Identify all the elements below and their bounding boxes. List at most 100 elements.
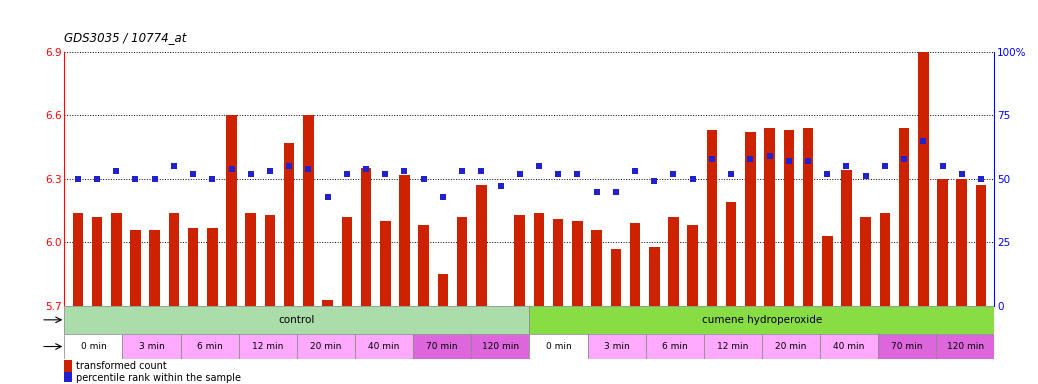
Bar xyxy=(841,170,852,306)
Bar xyxy=(73,213,83,306)
Bar xyxy=(91,217,103,306)
Bar xyxy=(122,334,181,359)
Text: 20 min: 20 min xyxy=(310,342,342,351)
Point xyxy=(742,156,759,162)
Text: control: control xyxy=(278,315,316,325)
Point xyxy=(684,176,701,182)
Text: 12 min: 12 min xyxy=(252,342,283,351)
Point xyxy=(857,173,874,179)
Text: 6 min: 6 min xyxy=(662,342,687,351)
Bar xyxy=(610,249,621,306)
Bar xyxy=(226,115,237,306)
Bar xyxy=(111,213,121,306)
Text: transformed count: transformed count xyxy=(76,361,166,371)
Bar xyxy=(323,300,333,306)
Point xyxy=(397,168,413,174)
Bar xyxy=(515,215,525,306)
Bar xyxy=(342,217,352,306)
Bar xyxy=(553,219,564,306)
Text: 0 min: 0 min xyxy=(546,342,571,351)
Bar xyxy=(239,334,297,359)
Point xyxy=(108,168,125,174)
Point xyxy=(415,176,432,182)
Bar xyxy=(130,230,141,306)
Bar xyxy=(534,213,544,306)
Bar xyxy=(820,334,878,359)
Point xyxy=(761,153,777,159)
Text: 3 min: 3 min xyxy=(139,342,164,351)
Bar xyxy=(861,217,871,306)
Bar xyxy=(687,225,698,306)
Bar xyxy=(822,236,832,306)
Point xyxy=(550,171,567,177)
Bar xyxy=(937,179,948,306)
Point xyxy=(646,178,662,184)
Point xyxy=(454,168,470,174)
Point xyxy=(338,171,355,177)
Bar xyxy=(245,213,256,306)
Bar xyxy=(878,334,936,359)
Bar xyxy=(936,334,994,359)
Bar xyxy=(956,179,967,306)
Bar xyxy=(400,175,410,306)
Bar xyxy=(284,143,295,306)
Point xyxy=(589,189,605,195)
Point xyxy=(512,171,528,177)
Text: 120 min: 120 min xyxy=(947,342,984,351)
Point xyxy=(377,171,393,177)
Text: 20 min: 20 min xyxy=(775,342,807,351)
Point xyxy=(607,189,624,195)
Bar xyxy=(529,306,994,334)
Point xyxy=(492,184,509,190)
Bar xyxy=(168,213,180,306)
Bar xyxy=(476,185,487,306)
Bar xyxy=(649,247,659,306)
Bar xyxy=(784,130,794,306)
Point xyxy=(127,176,143,182)
Bar xyxy=(207,228,218,306)
Bar xyxy=(438,274,448,306)
Point xyxy=(916,138,932,144)
Bar xyxy=(572,221,582,306)
Point xyxy=(876,163,893,169)
Text: 0 min: 0 min xyxy=(81,342,106,351)
Point xyxy=(70,176,86,182)
Bar xyxy=(630,223,640,306)
Bar xyxy=(588,334,646,359)
Point xyxy=(300,166,317,172)
Bar xyxy=(529,334,588,359)
Point xyxy=(665,171,682,177)
Bar xyxy=(764,128,774,306)
Bar xyxy=(297,334,355,359)
Point xyxy=(627,168,644,174)
Bar xyxy=(457,217,467,306)
Bar xyxy=(762,334,820,359)
Bar xyxy=(918,52,929,306)
Point xyxy=(435,194,452,200)
Text: 70 min: 70 min xyxy=(892,342,923,351)
Point xyxy=(819,171,836,177)
Bar xyxy=(181,334,239,359)
Bar xyxy=(726,202,736,306)
Bar xyxy=(355,334,413,359)
Point xyxy=(166,163,183,169)
Text: 3 min: 3 min xyxy=(604,342,629,351)
Bar xyxy=(64,306,529,334)
Bar xyxy=(361,168,372,306)
Point xyxy=(973,176,989,182)
Point xyxy=(262,168,278,174)
Point xyxy=(358,166,375,172)
Bar xyxy=(471,334,529,359)
Bar xyxy=(592,230,602,306)
Bar xyxy=(188,228,198,306)
Text: 120 min: 120 min xyxy=(482,342,519,351)
Bar xyxy=(668,217,679,306)
Bar xyxy=(707,130,717,306)
Point xyxy=(204,176,221,182)
Bar xyxy=(879,213,891,306)
Bar xyxy=(745,132,756,306)
Bar xyxy=(265,215,275,306)
Text: percentile rank within the sample: percentile rank within the sample xyxy=(76,372,241,382)
Text: 12 min: 12 min xyxy=(717,342,748,351)
Point xyxy=(281,163,298,169)
